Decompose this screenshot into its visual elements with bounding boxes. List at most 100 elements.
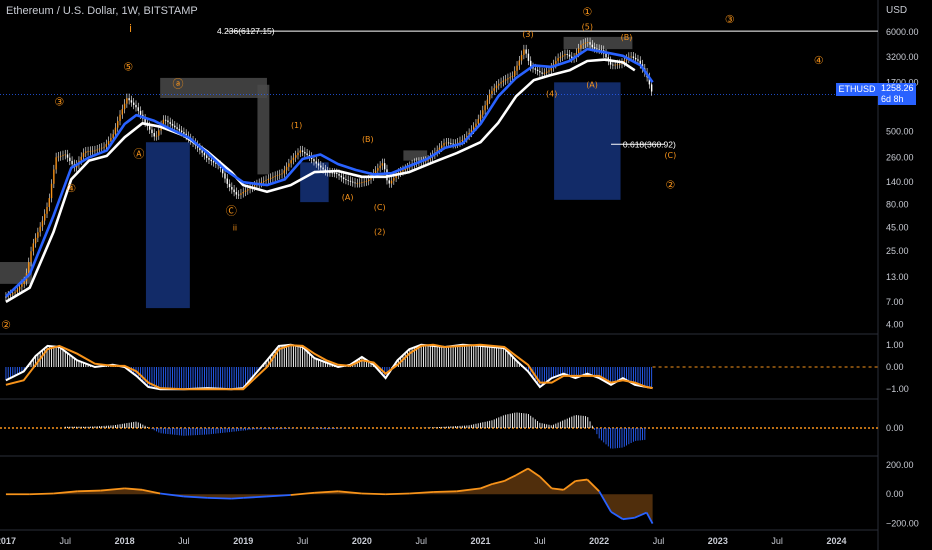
correction-zone <box>554 82 621 200</box>
candle-body <box>498 83 500 86</box>
candle-body <box>543 72 546 74</box>
osc3-line-segment <box>160 492 185 498</box>
correction-zone <box>300 162 329 203</box>
candle-body <box>356 183 359 185</box>
wave-label: (B) <box>362 135 374 144</box>
price-panel[interactable]: 4.236(6127.15) 0.618(360.92) <box>0 26 878 304</box>
candle-body <box>130 100 133 103</box>
candle-body <box>126 98 128 104</box>
candle-body <box>117 121 119 128</box>
candle-body <box>577 48 580 53</box>
axes: 4.00 7.00 13.00 25.00 45.00 80.00 140.00 260.00… <box>0 27 919 546</box>
correction-zones <box>0 36 633 309</box>
candle-body <box>634 57 637 60</box>
last-price: 1258.26 <box>881 83 914 93</box>
oscillator-panel-1[interactable] <box>5 343 878 391</box>
candle-body <box>331 172 333 174</box>
wave-label: ii <box>233 223 237 232</box>
candle-body <box>322 167 324 170</box>
x-tick-label: Jul <box>534 536 546 546</box>
candle-body <box>468 132 470 136</box>
candle-body <box>313 159 315 162</box>
target-box <box>403 150 428 161</box>
candle-body <box>28 262 30 274</box>
candle-body <box>383 163 386 170</box>
candle-body <box>144 118 146 123</box>
osc3-line-segment <box>124 487 143 491</box>
candle-body <box>484 105 486 111</box>
candle-body <box>123 103 126 110</box>
candle-body <box>536 69 539 72</box>
candle-body <box>203 152 206 156</box>
candle-body <box>520 54 523 61</box>
candle-body <box>354 182 356 184</box>
candle-body <box>237 194 240 196</box>
osc3-line-segment <box>243 495 268 499</box>
osc3-tick: −200.00 <box>886 519 919 529</box>
oscillator-panel-3[interactable] <box>5 467 654 525</box>
candle-body <box>201 150 203 153</box>
candle-body <box>215 162 217 164</box>
candle-body <box>447 142 450 144</box>
candle-body <box>48 198 50 208</box>
wave-label: ② <box>665 178 675 191</box>
candle-body <box>605 53 607 58</box>
candle-body <box>37 232 39 238</box>
candle-body <box>500 82 502 84</box>
osc3-line-segment <box>53 490 78 495</box>
candle-body <box>600 49 603 51</box>
candle-body <box>532 67 534 69</box>
candle-body <box>441 145 443 148</box>
candle-body <box>269 177 272 179</box>
candle-body <box>283 170 286 174</box>
candle-body <box>358 182 361 184</box>
candle-body <box>155 135 158 137</box>
candle-body <box>333 172 336 174</box>
osc1-tick: −1.00 <box>886 384 909 394</box>
candle-body <box>306 153 308 155</box>
candle-body <box>630 56 632 58</box>
candle-body <box>210 159 212 162</box>
oscillator-panel-2[interactable] <box>0 412 878 449</box>
wave-label: ⓐ <box>172 77 183 90</box>
candle-body <box>619 63 621 65</box>
candle-body <box>18 286 21 290</box>
candle-body <box>162 119 165 126</box>
candle-body <box>329 172 331 174</box>
candle-body <box>55 157 57 170</box>
candle-body <box>568 54 571 57</box>
y-tick-label: 7.00 <box>886 297 904 307</box>
osc3-line-segment <box>503 474 517 482</box>
x-tick-label: Jul <box>653 536 665 546</box>
candle-body <box>541 72 543 74</box>
osc3-line-segment <box>314 490 339 494</box>
candle-body <box>183 132 185 134</box>
candle-body <box>87 151 89 153</box>
candle-body <box>62 155 64 156</box>
fib-label: 0.618(360.92) <box>623 139 676 149</box>
y-tick-label: 140.00 <box>886 177 914 187</box>
candle-body <box>564 54 566 56</box>
candle-body <box>110 137 112 142</box>
wave-label: Ⓐ <box>133 147 144 160</box>
symbol-title[interactable]: Ethereum / U.S. Dollar, 1W, BITSTAMP <box>6 5 198 17</box>
candle-body <box>650 84 653 92</box>
candle-body <box>59 155 62 157</box>
candle-body <box>135 104 137 108</box>
candle-body <box>23 281 25 285</box>
candle-body <box>365 181 368 182</box>
x-tick-label: 2017 <box>0 536 16 546</box>
osc1-tick: 0.00 <box>886 362 904 372</box>
candle-body <box>107 141 110 145</box>
grid-lines <box>0 0 879 550</box>
candle-body <box>612 64 614 66</box>
candle-body <box>507 78 509 80</box>
wave-label: (C) <box>664 151 676 160</box>
candle-body <box>242 191 244 194</box>
osc3-line-segment <box>266 494 291 498</box>
candle-body <box>436 149 438 153</box>
x-tick-label: Jul <box>59 536 71 546</box>
wave-label: (4) <box>546 89 557 98</box>
candle-body <box>593 47 596 49</box>
